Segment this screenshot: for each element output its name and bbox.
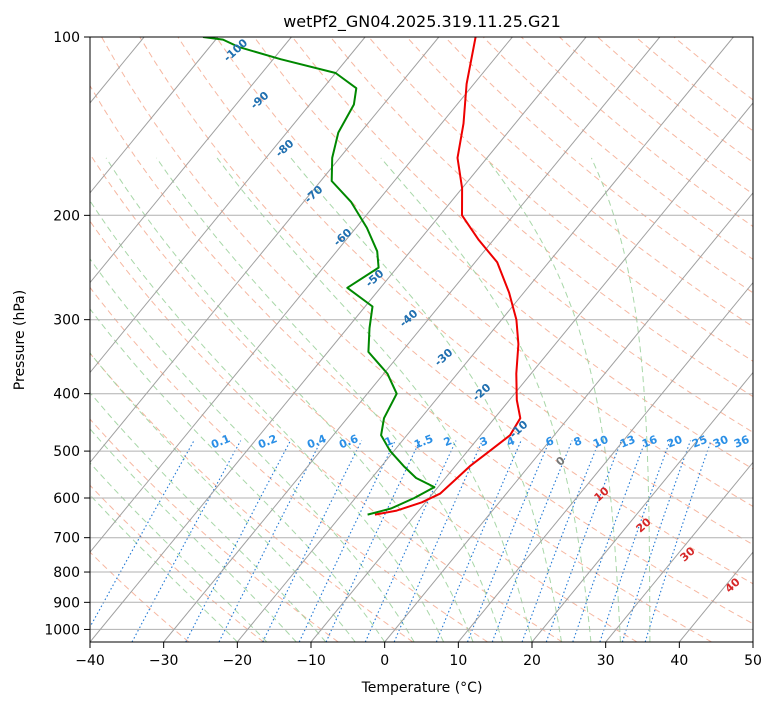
y-tick-label: 900 [53, 595, 80, 611]
dry-adiabat-line [636, 37, 775, 642]
dry-adiabat-line [369, 37, 775, 642]
dry-adiabat-line [63, 37, 711, 642]
moist-adiabat-label: -80 [273, 137, 297, 160]
dry-adiabat-line [0, 37, 413, 642]
y-tick-label: 100 [53, 30, 80, 46]
mixing-ratio-line [546, 441, 621, 642]
moist-adiabat-line [291, 158, 562, 642]
dry-adiabat-line [254, 37, 775, 642]
plot-frame [90, 37, 753, 642]
dry-adiabat-line [331, 37, 775, 642]
mixing-ratio-label: 10 [591, 433, 610, 451]
data-lines-layer [203, 37, 520, 515]
x-tick-label: −30 [149, 653, 179, 669]
moist-adiabat-label: -90 [248, 89, 272, 112]
x-tick-label: 0 [380, 653, 389, 669]
moist-adiabat-label: -70 [302, 183, 326, 206]
x-tick-label: 20 [523, 653, 541, 669]
dry-adiabat-label: 40 [723, 575, 743, 595]
y-tick-label: 500 [53, 444, 80, 460]
moist-adiabat-label: -40 [397, 307, 421, 330]
x-tick-label: −40 [75, 653, 105, 669]
moist-adiabat-line [0, 158, 237, 642]
mixing-ratio-label: 8 [572, 434, 584, 449]
background-lines-layer [0, 37, 775, 642]
moist-adiabat-line [591, 158, 650, 642]
y-tick-label: 300 [53, 313, 80, 329]
y-tick-label: 1000 [44, 622, 80, 638]
moist-adiabat-line [106, 158, 473, 642]
x-tick-label: −20 [223, 653, 253, 669]
y-tick-label: 700 [53, 531, 80, 547]
y-tick-label: 400 [53, 387, 80, 403]
x-axis-title: Temperature (°C) [361, 680, 483, 696]
moist-adiabat-line [27, 158, 414, 642]
dry-adiabat-line [0, 37, 338, 642]
mixing-ratio-line [468, 441, 550, 642]
y-axis-title: Pressure (hPa) [12, 290, 28, 390]
x-tick-label: 10 [449, 653, 467, 669]
isotherm-gridline [532, 37, 775, 642]
mixing-ratio-label: 36 [732, 433, 751, 451]
y-tick-label: 600 [53, 491, 80, 507]
dry-adiabat-label: 10 [592, 484, 612, 504]
moist-adiabat-line [486, 158, 620, 642]
moist-adiabat-line [217, 158, 532, 642]
chart-title: wetPf2_GN04.2025.319.11.25.G21 [283, 12, 561, 32]
isotherm-gridline [237, 37, 733, 642]
x-tick-label: −10 [296, 653, 326, 669]
mixing-ratio-label: 16 [640, 433, 659, 451]
mixing-ratio-line [645, 441, 711, 642]
mixing-ratio-label: 25 [690, 433, 709, 451]
mixing-ratio-label: 20 [665, 433, 684, 451]
x-tick-label: 30 [597, 653, 615, 669]
mixing-ratio-line [219, 441, 321, 642]
moist-adiabat-label: -50 [363, 267, 387, 290]
moist-adiabat-label: -60 [331, 226, 355, 249]
dry-adiabat-line [445, 37, 775, 642]
x-tick-label: 50 [744, 653, 762, 669]
mixing-ratio-label: 1.5 [412, 432, 435, 451]
mixing-ratio-line [132, 441, 241, 642]
isotherm-gridline [164, 37, 660, 642]
dry-adiabat-line [0, 37, 562, 642]
mixing-ratio-line [573, 441, 646, 642]
mixing-ratio-line [492, 441, 572, 642]
moist-adiabat-label: -20 [470, 381, 494, 404]
mixing-ratio-label: 0.4 [305, 432, 328, 451]
isotherm-gridline [753, 37, 775, 642]
moist-adiabat-line [0, 158, 296, 642]
moist-adiabat-line [0, 158, 267, 642]
dry-adiabat-line [560, 37, 775, 642]
mixing-ratio-label: 2 [442, 434, 454, 449]
x-tick-label: 40 [670, 653, 688, 669]
y-tick-label: 800 [53, 565, 80, 581]
mixing-ratio-line [622, 441, 690, 642]
line-labels-layer: -100-90-80-70-60-50-40-30-20-10010203040… [209, 36, 751, 595]
isotherm-gridline [0, 37, 70, 642]
mixing-ratio-label: 13 [618, 433, 637, 451]
isotherm-gridline [90, 37, 586, 642]
dry-adiabat-line [0, 37, 488, 642]
dry-adiabat-line [0, 37, 189, 642]
mixing-ratio-line [186, 441, 291, 642]
mixing-ratio-label: 1 [383, 434, 395, 449]
dry-adiabat-label: 20 [634, 515, 654, 535]
moist-adiabat-line [157, 158, 503, 642]
mixing-ratio-label: 6 [544, 434, 556, 449]
mixing-ratio-label: 0.6 [337, 432, 360, 451]
mixing-ratio-line [326, 441, 420, 642]
mixing-ratio-label: 0.1 [209, 432, 232, 451]
y-tick-label: 200 [53, 208, 80, 224]
dry-adiabat-label: 30 [678, 544, 698, 564]
moist-adiabat-line [63, 158, 443, 642]
isotherm-gridline [0, 37, 365, 642]
mixing-ratio-label: 30 [711, 433, 730, 451]
isotherm-gridline [0, 37, 439, 642]
